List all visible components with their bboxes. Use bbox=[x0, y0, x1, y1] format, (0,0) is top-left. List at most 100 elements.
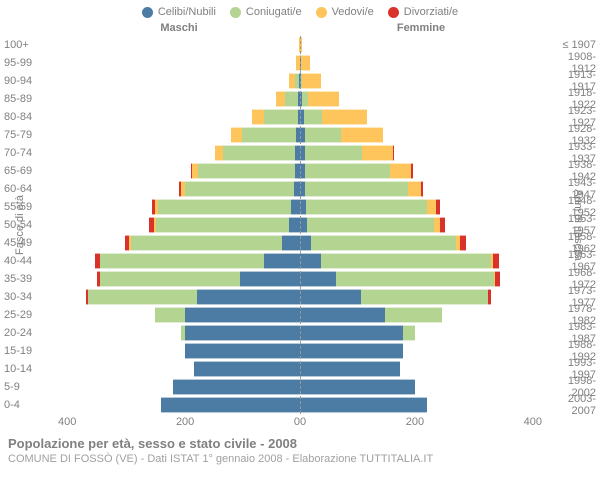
bar-segment bbox=[158, 199, 291, 215]
pyramid-row: 60-641943-1947 bbox=[4, 180, 596, 198]
bar-segment bbox=[411, 163, 413, 179]
bar-male bbox=[58, 289, 300, 305]
bar-segment bbox=[131, 235, 282, 251]
bar-segment bbox=[300, 217, 307, 233]
bar-segment bbox=[403, 325, 415, 341]
legend-label: Celibi/Nubili bbox=[158, 6, 216, 18]
x-tick: 200 bbox=[406, 416, 424, 428]
bar-female bbox=[300, 127, 542, 143]
age-label: 50-54 bbox=[4, 219, 58, 231]
pyramid-row: 40-441963-1967 bbox=[4, 252, 596, 270]
pyramid-row: 85-891918-1922 bbox=[4, 90, 596, 108]
age-label: 30-34 bbox=[4, 291, 58, 303]
bar-female bbox=[300, 217, 542, 233]
y-axis-label-right: Anni di nascita bbox=[572, 189, 584, 261]
bar-female bbox=[300, 343, 542, 359]
bar-segment bbox=[88, 289, 197, 305]
bar-segment bbox=[242, 127, 296, 143]
bar-male bbox=[58, 235, 300, 251]
bar-male bbox=[58, 181, 300, 197]
bar-male bbox=[58, 217, 300, 233]
bar-segment bbox=[161, 397, 300, 413]
legend-label: Vedovi/e bbox=[332, 6, 374, 18]
pyramid-row: 100+≤ 1907 bbox=[4, 36, 596, 54]
pyramid-row: 15-191988-1992 bbox=[4, 342, 596, 360]
bar-segment bbox=[305, 181, 408, 197]
pyramid-row: 45-491958-1962 bbox=[4, 234, 596, 252]
bar-female bbox=[300, 361, 542, 377]
bar-segment bbox=[495, 271, 500, 287]
bar-male bbox=[58, 397, 300, 413]
bar-segment bbox=[493, 253, 499, 269]
bar-segment bbox=[198, 163, 295, 179]
bar-female bbox=[300, 91, 542, 107]
bar-segment bbox=[308, 91, 338, 107]
bar-female bbox=[300, 145, 542, 161]
bar-segment bbox=[155, 307, 185, 323]
bar-segment bbox=[173, 379, 300, 395]
bar-male bbox=[58, 91, 300, 107]
legend-item: Divorziati/e bbox=[388, 6, 458, 18]
bar-female bbox=[300, 73, 542, 89]
bar-segment bbox=[304, 109, 322, 125]
bar-segment bbox=[385, 307, 442, 323]
pyramid-row: 75-791928-1932 bbox=[4, 126, 596, 144]
pyramid-row: 80-841923-1927 bbox=[4, 108, 596, 126]
bar-segment bbox=[311, 235, 456, 251]
age-label: 45-49 bbox=[4, 237, 58, 249]
legend-label: Coniugati/e bbox=[246, 6, 302, 18]
bar-segment bbox=[305, 145, 362, 161]
pyramid-row: 70-741933-1937 bbox=[4, 144, 596, 162]
bar-female bbox=[300, 37, 542, 53]
bar-segment bbox=[300, 397, 427, 413]
bar-segment bbox=[302, 73, 320, 89]
pyramid-row: 90-941913-1917 bbox=[4, 72, 596, 90]
bar-segment bbox=[264, 109, 297, 125]
chart-title: Popolazione per età, sesso e stato civil… bbox=[8, 436, 596, 451]
bar-segment bbox=[322, 109, 367, 125]
bar-segment bbox=[488, 289, 492, 305]
bar-segment bbox=[300, 235, 311, 251]
bar-segment bbox=[231, 127, 242, 143]
bar-male bbox=[58, 55, 300, 71]
year-label: 2003-2007 bbox=[542, 393, 596, 417]
legend-swatch bbox=[316, 7, 327, 18]
bar-male bbox=[58, 73, 300, 89]
bar-female bbox=[300, 397, 542, 413]
age-label: 5-9 bbox=[4, 381, 58, 393]
bar-segment bbox=[300, 343, 403, 359]
bar-segment bbox=[300, 271, 336, 287]
x-tick: 200 bbox=[176, 416, 194, 428]
bar-segment bbox=[341, 127, 383, 143]
bar-segment bbox=[460, 235, 466, 251]
age-label: 65-69 bbox=[4, 165, 58, 177]
bar-segment bbox=[307, 217, 434, 233]
x-ticks-right: 0200400 bbox=[300, 416, 542, 428]
bar-segment bbox=[301, 55, 309, 71]
bar-female bbox=[300, 253, 542, 269]
bar-male bbox=[58, 343, 300, 359]
bar-segment bbox=[305, 163, 390, 179]
bar-segment bbox=[300, 289, 361, 305]
bar-segment bbox=[321, 253, 490, 269]
bar-segment bbox=[300, 307, 385, 323]
pyramid-row: 0-42003-2007 bbox=[4, 396, 596, 414]
title-block: Popolazione per età, sesso e stato civil… bbox=[4, 436, 596, 465]
age-label: 100+ bbox=[4, 39, 58, 51]
age-label: 25-29 bbox=[4, 309, 58, 321]
age-label: 40-44 bbox=[4, 255, 58, 267]
bar-segment bbox=[408, 181, 421, 197]
bar-female bbox=[300, 109, 542, 125]
age-label: 95-99 bbox=[4, 57, 58, 69]
bar-segment bbox=[427, 199, 436, 215]
age-label: 90-94 bbox=[4, 75, 58, 87]
bar-female bbox=[300, 307, 542, 323]
bar-segment bbox=[289, 217, 300, 233]
bar-segment bbox=[215, 145, 222, 161]
bar-segment bbox=[252, 109, 264, 125]
bar-segment bbox=[336, 271, 493, 287]
bar-segment bbox=[361, 289, 488, 305]
bar-segment bbox=[100, 253, 263, 269]
bar-male bbox=[58, 145, 300, 161]
bar-female bbox=[300, 325, 542, 341]
